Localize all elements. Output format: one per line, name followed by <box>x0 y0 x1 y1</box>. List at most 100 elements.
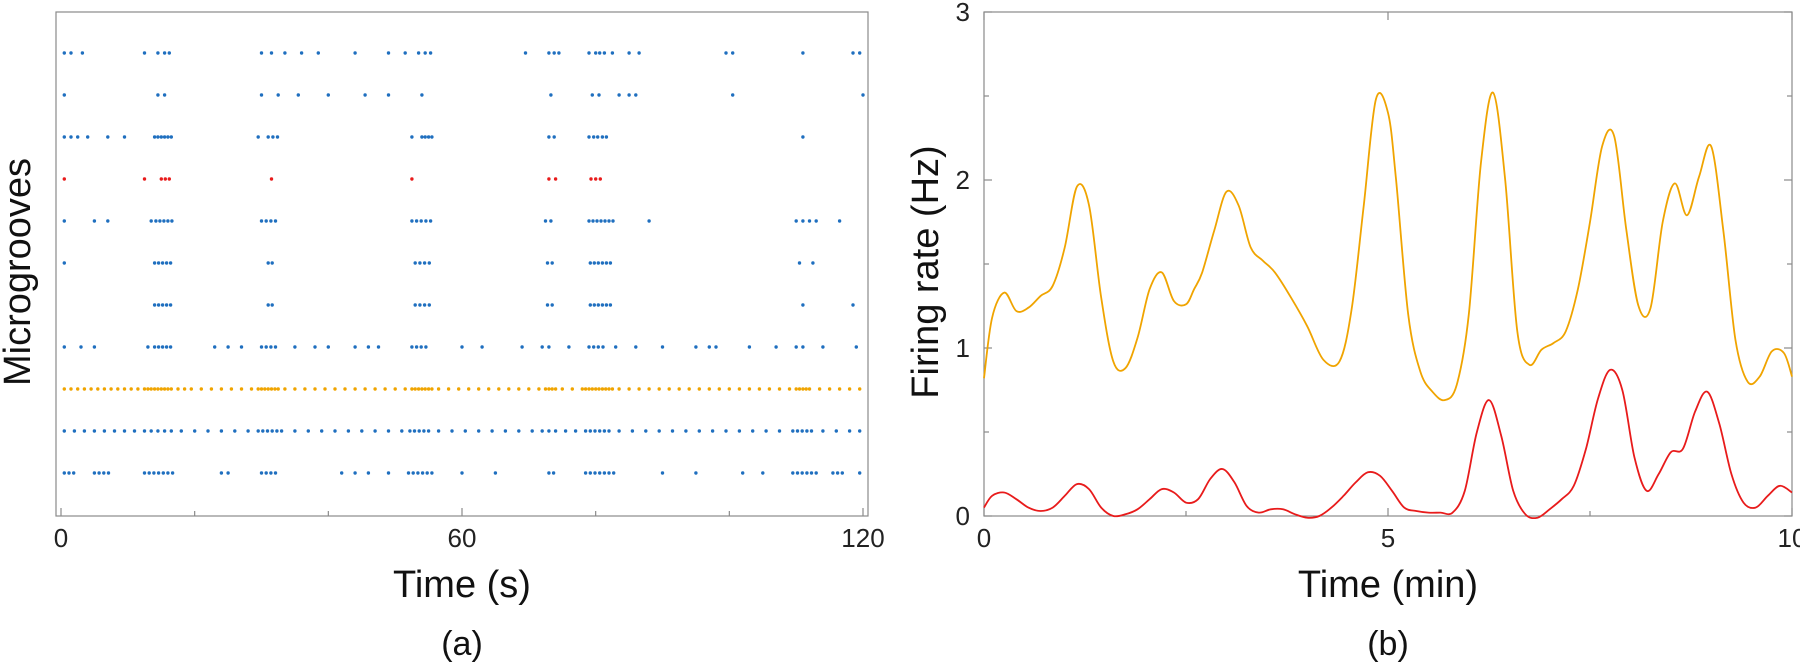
spike-mark <box>293 429 297 433</box>
spike-mark <box>366 345 371 349</box>
spike-mark <box>567 345 571 349</box>
spike-mark <box>264 219 268 223</box>
spike-mark <box>62 93 66 97</box>
spike-mark <box>400 429 404 433</box>
spike-mark <box>610 387 615 391</box>
spike-mark <box>858 387 862 391</box>
spike-mark <box>493 471 498 475</box>
spike-mark <box>800 471 804 475</box>
spike-mark <box>160 261 165 265</box>
spike-mark <box>596 135 600 139</box>
spike-mark <box>426 135 431 139</box>
spike-mark <box>136 387 140 391</box>
spike-mark <box>162 51 167 55</box>
spike-mark <box>149 387 153 391</box>
spike-mark <box>598 51 602 55</box>
spike-mark <box>219 387 224 391</box>
spike-mark <box>598 429 602 433</box>
spike-mark <box>313 387 317 391</box>
panel-b-x-axis-label: Time (min) <box>1298 564 1478 606</box>
spike-mark <box>707 345 711 349</box>
spike-mark <box>507 387 511 391</box>
spike-mark <box>249 387 254 391</box>
spike-mark <box>840 471 844 475</box>
spike-mark <box>607 429 611 433</box>
spike-mark <box>583 471 588 475</box>
spike-mark <box>647 219 651 223</box>
spike-mark <box>62 429 66 433</box>
spike-mark <box>418 303 422 307</box>
spike-mark <box>62 219 66 223</box>
spike-mark <box>193 429 197 433</box>
spike-mark <box>219 471 224 475</box>
spike-mark <box>67 471 71 475</box>
panel-b-axes-frame <box>983 11 1793 517</box>
spike-mark <box>547 471 551 475</box>
spike-mark <box>163 177 167 181</box>
spike-mark <box>457 387 461 391</box>
spike-mark <box>97 471 101 475</box>
spike-mark <box>152 387 157 391</box>
spike-mark <box>727 387 731 391</box>
spike-mark <box>503 429 508 433</box>
spike-mark <box>684 429 688 433</box>
spike-mark <box>326 345 330 349</box>
spike-mark <box>794 345 798 349</box>
spike-mark <box>160 345 165 349</box>
spike-mark <box>410 177 414 181</box>
spike-mark <box>617 93 621 97</box>
spike-mark <box>333 429 337 433</box>
spike-mark <box>557 51 561 55</box>
spike-mark <box>588 471 592 475</box>
spike-mark <box>122 135 127 139</box>
spike-mark <box>807 387 812 391</box>
spike-mark <box>523 51 528 55</box>
spike-mark <box>413 303 417 307</box>
spike-mark <box>800 429 804 433</box>
spike-mark <box>707 387 711 391</box>
spike-mark <box>269 177 274 181</box>
spike-mark <box>159 135 163 139</box>
spike-mark <box>422 303 427 307</box>
spike-mark <box>552 51 556 55</box>
spike-mark <box>553 429 558 433</box>
spike-mark <box>791 471 795 475</box>
spike-mark <box>169 387 173 391</box>
spike-mark <box>490 429 494 433</box>
spike-mark <box>634 93 638 97</box>
x-tick-label: 60 <box>448 523 477 553</box>
spike-mark <box>410 387 414 391</box>
spike-mark <box>168 345 173 349</box>
spike-mark <box>627 387 631 391</box>
spike-mark <box>149 429 153 433</box>
spike-mark <box>847 387 852 391</box>
spike-mark <box>687 387 691 391</box>
spike-mark <box>570 387 574 391</box>
spike-mark <box>583 429 588 433</box>
spike-mark <box>600 303 605 307</box>
spike-mark <box>76 387 80 391</box>
spike-mark <box>273 387 277 391</box>
spike-mark <box>724 429 728 433</box>
spike-mark <box>164 261 169 265</box>
spike-mark <box>259 471 264 475</box>
raster-row-3 <box>62 135 805 139</box>
spike-mark <box>777 429 782 433</box>
spike-mark <box>600 261 605 265</box>
spike-mark <box>592 135 596 139</box>
spike-mark <box>92 219 97 223</box>
spike-mark <box>794 219 798 223</box>
spike-mark <box>170 471 175 475</box>
spike-mark <box>410 219 414 223</box>
spike-mark <box>313 345 317 349</box>
spike-mark <box>601 345 605 349</box>
spike-mark <box>316 51 320 55</box>
x-tick-label: 0 <box>977 523 991 553</box>
spike-mark <box>540 345 544 349</box>
spike-mark <box>422 429 426 433</box>
spike-mark <box>303 387 307 391</box>
spike-mark <box>80 51 85 55</box>
spike-mark <box>102 387 107 391</box>
spike-mark <box>419 219 423 223</box>
